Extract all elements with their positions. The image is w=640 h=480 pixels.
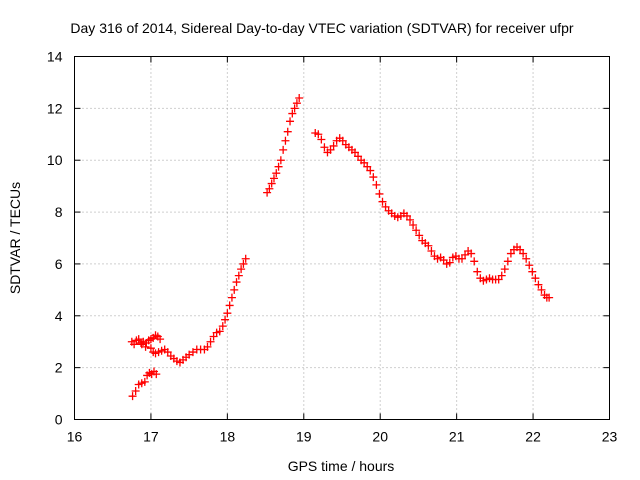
data-point-plus — [288, 109, 297, 118]
data-point-plus — [470, 257, 479, 266]
data-point-plus — [215, 327, 224, 336]
data-point-plus — [467, 249, 476, 258]
y-tick-label: 2 — [55, 360, 63, 376]
data-point-plus — [131, 386, 140, 395]
data-point-plus — [218, 322, 227, 331]
y-axis-label: SDTVAR / TECUs — [7, 182, 23, 294]
data-point-plus — [234, 271, 243, 280]
data-point-plus — [221, 315, 230, 324]
data-point-plus — [497, 271, 506, 280]
data-point-plus — [265, 184, 274, 193]
data-point-plus — [369, 173, 378, 182]
data-point-plus — [427, 246, 436, 255]
x-axis-label: GPS time / hours — [288, 458, 395, 474]
data-point-plus — [424, 241, 433, 250]
data-point-plus — [223, 309, 232, 318]
x-tick-label: 19 — [296, 429, 312, 445]
x-tick-label: 20 — [372, 429, 388, 445]
data-point-plus — [378, 197, 387, 206]
data-point-plus — [314, 130, 323, 139]
data-point-plus — [531, 274, 540, 283]
data-point-plus — [525, 261, 534, 270]
data-point-plus — [528, 267, 537, 276]
data-point-plus — [239, 259, 248, 268]
data-point-plus — [290, 104, 299, 113]
x-tick-label: 18 — [220, 429, 236, 445]
data-point-plus — [292, 99, 301, 108]
y-tick-label: 8 — [55, 204, 63, 220]
data-point-plus — [227, 293, 236, 302]
data-point-plus — [406, 215, 415, 224]
data-point-plus — [409, 221, 418, 230]
data-point-plus — [320, 143, 329, 152]
y-tick-label: 14 — [47, 49, 63, 65]
data-point-plus — [534, 280, 543, 289]
data-point-plus — [272, 169, 281, 178]
data-point-plus — [281, 136, 290, 145]
data-point-plus — [537, 285, 546, 294]
data-point-plus — [267, 179, 276, 188]
data-point-plus — [241, 254, 250, 263]
data-point-plus — [283, 127, 292, 136]
data-point-plus — [522, 254, 531, 263]
data-point-plus — [203, 342, 212, 351]
data-point-plus — [230, 285, 239, 294]
tick-layer: 16 17 18 19 20 21 22 23 0 2 4 6 8 10 12 14 — [47, 49, 618, 445]
data-point-plus — [276, 156, 285, 165]
y-tick-label: 4 — [55, 308, 63, 324]
data-point-plus — [279, 145, 288, 154]
x-tick-label: 21 — [449, 429, 465, 445]
data-point-plus — [372, 180, 381, 189]
data-point-plus — [274, 162, 283, 171]
data-point-plus — [152, 370, 161, 379]
x-tick-label: 17 — [143, 429, 159, 445]
data-point-plus — [295, 93, 304, 102]
data-point-plus — [225, 301, 234, 310]
data-point-plus — [473, 267, 482, 276]
grid-layer — [74, 56, 610, 420]
data-point-plus — [128, 392, 137, 401]
data-point-plus — [140, 377, 149, 386]
data-point-plus — [329, 141, 338, 150]
data-point-plus — [519, 249, 528, 258]
data-point-plus — [500, 265, 509, 274]
data-point-plus — [206, 337, 215, 346]
data-point-plus — [156, 335, 165, 344]
data-point-plus — [237, 265, 246, 274]
y-tick-label: 12 — [47, 100, 63, 116]
y-tick-label: 0 — [55, 412, 63, 428]
plot-frame — [74, 56, 610, 420]
data-point-plus — [503, 257, 512, 266]
y-tick-label: 6 — [55, 256, 63, 272]
data-points — [127, 93, 554, 401]
data-point-plus — [412, 226, 421, 235]
data-point-plus — [141, 342, 150, 351]
chart-title: Day 316 of 2014, Sidereal Day-to-day VTE… — [70, 20, 574, 36]
x-tick-label: 22 — [525, 429, 541, 445]
data-point-plus — [445, 258, 454, 267]
data-point-plus — [366, 166, 375, 175]
data-point-plus — [269, 174, 278, 183]
x-tick-label: 16 — [67, 429, 83, 445]
x-tick-label: 23 — [602, 429, 618, 445]
data-point-plus — [232, 278, 241, 287]
data-point-plus — [317, 135, 326, 144]
data-point-plus — [286, 117, 295, 126]
data-point-plus — [375, 189, 384, 198]
data-point-plus — [545, 293, 554, 302]
y-tick-label: 10 — [47, 152, 63, 168]
data-point-plus — [415, 231, 424, 240]
